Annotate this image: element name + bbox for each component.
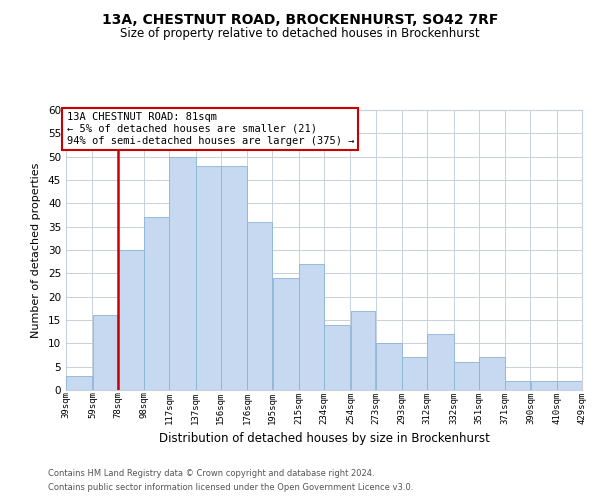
Bar — [454, 362, 479, 390]
Bar — [402, 358, 427, 390]
Text: Contains public sector information licensed under the Open Government Licence v3: Contains public sector information licen… — [48, 484, 413, 492]
Bar — [66, 376, 92, 390]
Bar — [144, 218, 169, 390]
Text: 13A, CHESTNUT ROAD, BROCKENHURST, SO42 7RF: 13A, CHESTNUT ROAD, BROCKENHURST, SO42 7… — [102, 12, 498, 26]
Bar — [299, 264, 324, 390]
Bar — [324, 324, 350, 390]
Bar — [118, 250, 144, 390]
Bar — [272, 278, 299, 390]
Bar — [530, 380, 557, 390]
Bar — [169, 156, 196, 390]
Bar — [505, 380, 530, 390]
Bar — [376, 344, 402, 390]
Bar — [221, 166, 247, 390]
Bar — [479, 358, 505, 390]
Bar — [557, 380, 582, 390]
Text: Contains HM Land Registry data © Crown copyright and database right 2024.: Contains HM Land Registry data © Crown c… — [48, 468, 374, 477]
Text: Size of property relative to detached houses in Brockenhurst: Size of property relative to detached ho… — [120, 28, 480, 40]
Bar — [350, 310, 376, 390]
X-axis label: Distribution of detached houses by size in Brockenhurst: Distribution of detached houses by size … — [158, 432, 490, 445]
Bar — [427, 334, 454, 390]
Bar — [247, 222, 272, 390]
Text: 13A CHESTNUT ROAD: 81sqm
← 5% of detached houses are smaller (21)
94% of semi-de: 13A CHESTNUT ROAD: 81sqm ← 5% of detache… — [67, 112, 354, 146]
Bar — [196, 166, 221, 390]
Y-axis label: Number of detached properties: Number of detached properties — [31, 162, 41, 338]
Bar — [92, 316, 118, 390]
